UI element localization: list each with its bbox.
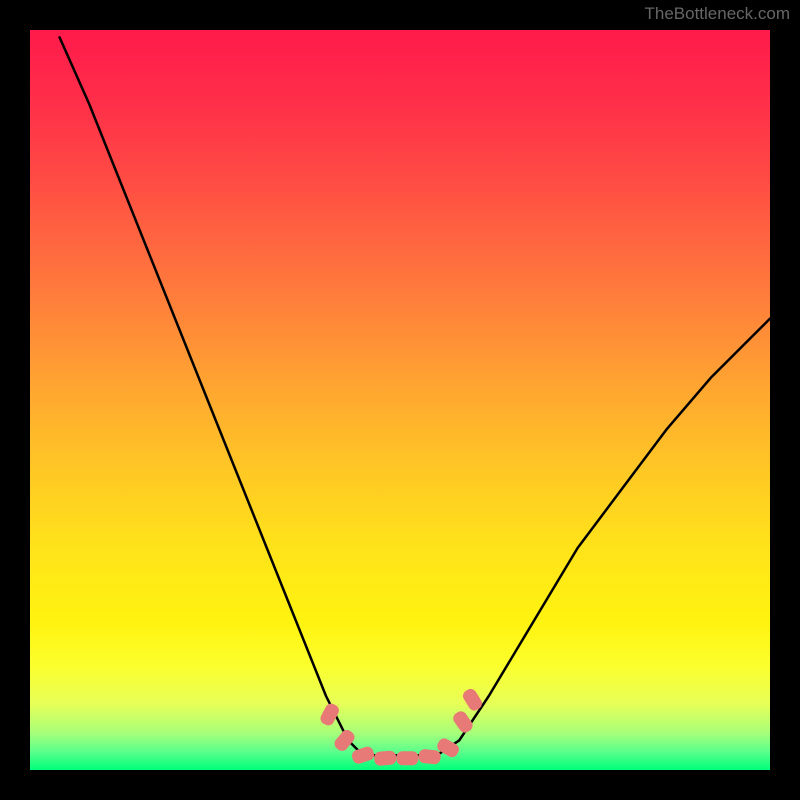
plot-area bbox=[30, 30, 770, 770]
bottleneck-chart-svg bbox=[0, 0, 800, 800]
marker-dot bbox=[374, 750, 397, 766]
watermark-text: TheBottleneck.com bbox=[644, 4, 790, 24]
chart-container: TheBottleneck.com bbox=[0, 0, 800, 800]
marker-dot bbox=[396, 751, 418, 765]
